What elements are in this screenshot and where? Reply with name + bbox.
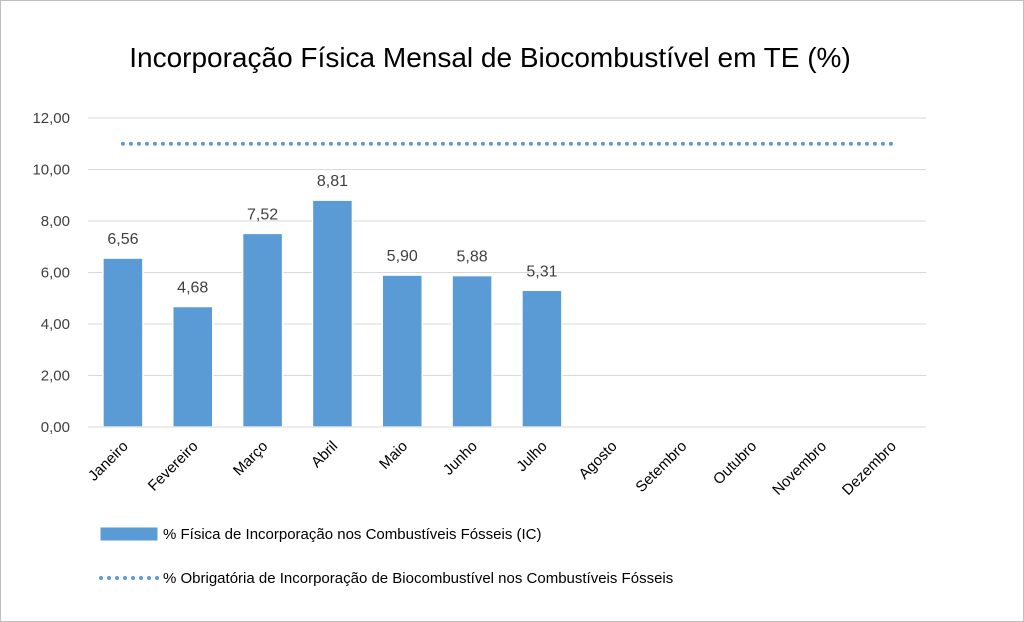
- x-category-label: Novembro: [769, 438, 830, 499]
- bar: [102, 257, 144, 428]
- data-label: 6,56: [107, 231, 138, 248]
- x-category-label: Agosto: [576, 438, 621, 483]
- y-tick-label: 2,00: [41, 368, 70, 385]
- bar: [241, 232, 284, 428]
- legend: % Física de Incorporação nos Combustívei…: [99, 526, 673, 587]
- data-label: 5,88: [457, 249, 488, 266]
- x-category-label: Junho: [440, 438, 481, 479]
- legend-item-line: % Obrigatória de Incorporação de Biocomb…: [99, 570, 673, 587]
- x-category-label: Dezembro: [839, 438, 900, 499]
- y-tick-label: 8,00: [41, 213, 70, 230]
- data-labels: 6,56 4,68 7,52 8,81 5,90 5,88 5,31: [107, 173, 557, 296]
- legend-bar-label: % Física de Incorporação nos Combustívei…: [163, 526, 541, 543]
- y-tick-label: 0,00: [41, 419, 70, 436]
- x-category-label: Março: [230, 438, 271, 479]
- legend-line-label: % Obrigatória de Incorporação de Biocomb…: [163, 570, 673, 587]
- bar: [172, 305, 214, 428]
- gridlines: [88, 117, 926, 376]
- y-tick-label: 6,00: [41, 265, 70, 282]
- y-tick-label: 12,00: [32, 110, 70, 127]
- x-category-label: Janeiro: [85, 438, 132, 485]
- bar: [451, 274, 493, 428]
- legend-bar-swatch: [99, 526, 159, 542]
- bar-series: [102, 199, 563, 428]
- data-label: 7,52: [247, 206, 278, 223]
- x-axis-categories: Janeiro Fevereiro Março Abril Maio Junho Julho…: [85, 438, 900, 499]
- x-category-label: Maio: [376, 438, 411, 473]
- x-category-label: Fevereiro: [145, 438, 202, 495]
- x-category-label: Setembro: [632, 438, 690, 496]
- data-label: 8,81: [317, 173, 348, 190]
- x-category-label: Abril: [308, 438, 341, 471]
- data-label: 5,31: [526, 263, 557, 280]
- chart-title: Incorporação Física Mensal de Biocombust…: [129, 42, 851, 73]
- bar: [521, 289, 563, 428]
- data-label: 4,68: [177, 279, 208, 296]
- y-tick-label: 4,00: [41, 316, 70, 333]
- bar: [381, 274, 423, 428]
- y-tick-label: 10,00: [32, 162, 70, 179]
- data-label: 5,90: [387, 248, 418, 265]
- x-category-label: Julho: [513, 438, 550, 475]
- bar: [311, 199, 354, 428]
- x-category-label: Outubro: [710, 438, 760, 488]
- y-axis-ticks: 0,00 2,00 4,00 6,00 8,00 10,00 12,00: [32, 110, 70, 436]
- legend-item-bars: % Física de Incorporação nos Combustívei…: [99, 526, 541, 543]
